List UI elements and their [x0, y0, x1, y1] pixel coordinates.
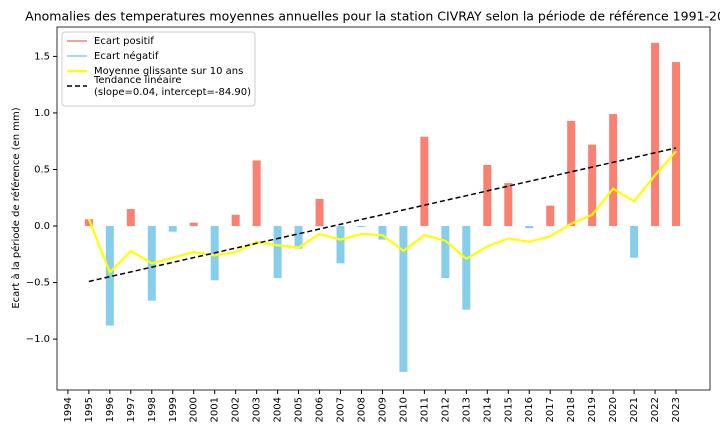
x-tick-label: 2010 [398, 397, 409, 422]
x-tick-label: 1996 [105, 397, 116, 422]
bar [399, 226, 408, 372]
bar [252, 160, 261, 227]
bar [231, 214, 240, 227]
bar [609, 114, 618, 227]
y-tick-label: 1.0 [34, 108, 50, 119]
x-tick-label: 2007 [336, 397, 347, 422]
x-tick-label: 2014 [482, 397, 493, 422]
bar [525, 226, 534, 229]
line [87, 150, 677, 275]
legend-label: Ecart positif [94, 36, 154, 47]
plot-frame [56, 26, 711, 391]
x-tick-label: 1995 [84, 397, 95, 422]
y-tick-label: 0.5 [34, 164, 50, 175]
x-tick-label: 2017 [545, 397, 556, 422]
x-tick-label: 2001 [210, 397, 221, 422]
bar [567, 120, 576, 227]
legend-label: Moyenne glissante sur 10 ans [94, 66, 243, 77]
x-tick-label: 1997 [126, 397, 137, 422]
x-tick-label: 1998 [147, 397, 158, 422]
y-tick-label: −0.5 [26, 278, 50, 289]
bar [84, 219, 93, 227]
bar [126, 209, 135, 227]
x-tick-label: 2012 [440, 397, 451, 422]
bar [651, 42, 660, 227]
x-tick-label: 2015 [503, 397, 514, 422]
x-tick-label: 2009 [377, 397, 388, 422]
y-tick-label: 1.5 [34, 51, 50, 62]
bar [315, 198, 324, 227]
bar [462, 226, 471, 310]
bar [672, 62, 681, 227]
legend-label: Ecart négatif [94, 50, 159, 62]
trend-line [88, 147, 677, 283]
bar [630, 226, 639, 258]
y-tick-label: 0.0 [34, 221, 50, 232]
bar [420, 136, 429, 227]
x-tick-label: 2022 [650, 397, 661, 422]
x-tick-label: 2016 [524, 397, 535, 422]
bar [378, 226, 387, 240]
x-tick-label: 2013 [461, 397, 472, 422]
bar [504, 183, 513, 227]
x-tick-label: 2011 [419, 397, 430, 422]
x-tick-label: 2019 [587, 397, 598, 422]
x-tick-label: 2020 [608, 397, 619, 422]
bar [336, 226, 345, 264]
bar [588, 144, 597, 227]
x-tick-label: 2000 [189, 397, 200, 422]
x-tick-label: 1999 [168, 397, 179, 422]
chart-title: Anomalies des temperatures moyennes annu… [25, 9, 720, 24]
x-tick-label: 2003 [252, 397, 263, 422]
x-tick-label: 2005 [294, 397, 305, 422]
bar [441, 226, 450, 279]
legend-box [61, 31, 256, 107]
x-tick-label: 2018 [566, 397, 577, 422]
legend-label: Tendance linéaire [93, 74, 182, 86]
bar [294, 226, 303, 249]
x-tick-label: 2006 [315, 397, 326, 422]
x-tick-label: 2002 [231, 397, 242, 422]
x-tick-label: 2023 [671, 397, 682, 422]
bar [189, 222, 198, 227]
bar [273, 226, 282, 279]
bar [168, 226, 177, 232]
x-tick-label: 1994 [63, 397, 74, 422]
y-tick-label: −1.0 [26, 334, 50, 345]
bar [105, 226, 114, 326]
bar [483, 164, 492, 227]
x-tick-label: 2021 [629, 397, 640, 422]
bar [546, 205, 555, 227]
x-tick-label: 2004 [273, 397, 284, 422]
legend-label: (slope=0.04, intercept=-84.90) [94, 87, 251, 98]
bar [357, 226, 366, 228]
y-axis-label: Ecart à la période de référence (en mm) [10, 107, 22, 308]
x-tick-label: 2008 [356, 397, 367, 422]
